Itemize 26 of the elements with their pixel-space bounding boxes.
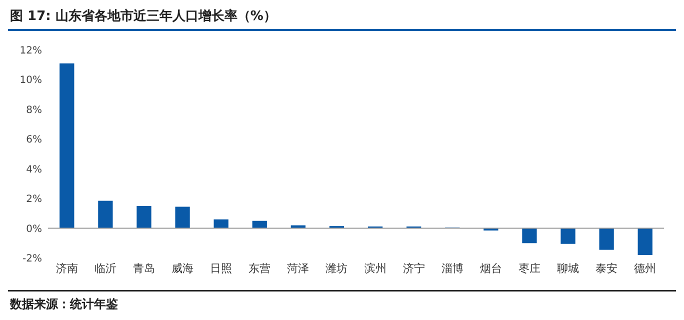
x-tick-label: 滨州 <box>364 262 386 275</box>
x-tick-label: 烟台 <box>480 262 502 275</box>
x-tick-label: 淄博 <box>441 262 464 275</box>
y-tick-label: 10% <box>20 75 42 86</box>
y-tick-label: 6% <box>26 134 42 146</box>
y-tick-label: 8% <box>26 104 42 116</box>
x-tick-label: 菏泽 <box>287 262 310 275</box>
x-tick-label: 青岛 <box>132 262 155 275</box>
y-tick-label: -2% <box>22 254 42 264</box>
x-tick-label: 威海 <box>172 262 194 275</box>
x-tick-label: 潍坊 <box>326 262 348 275</box>
y-tick-label: 2% <box>26 194 42 206</box>
x-tick-label: 泰安 <box>596 262 618 275</box>
y-tick-label: 12% <box>20 46 42 56</box>
x-tick-label: 东营 <box>248 262 271 275</box>
x-tick-label: 日照 <box>210 262 232 275</box>
x-tick-label: 枣庄 <box>518 262 540 275</box>
x-tick-label: 济宁 <box>402 262 425 275</box>
x-tick-label: 济南 <box>56 262 78 275</box>
chart-title: 图 17: 山东省各地市近三年人口增长率（%） <box>10 8 276 24</box>
x-tick-label: 聊城 <box>557 262 580 275</box>
y-tick-label: 0% <box>26 224 42 235</box>
y-tick-label: 4% <box>26 164 42 176</box>
source-note: 数据来源：统计年鉴 <box>9 297 118 311</box>
x-tick-label: 临沂 <box>94 262 116 275</box>
x-tick-label: 德州 <box>634 262 656 275</box>
